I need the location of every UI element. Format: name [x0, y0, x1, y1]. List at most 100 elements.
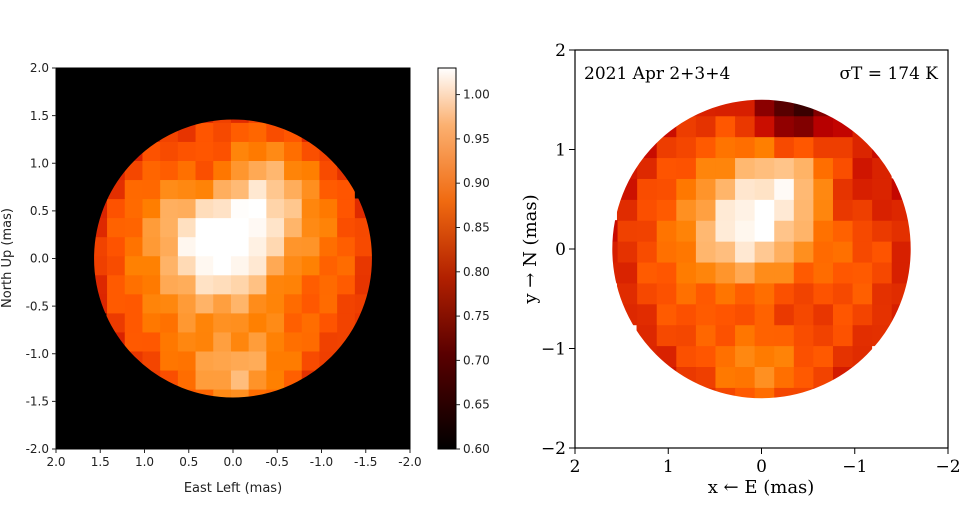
disk-tile	[734, 282, 755, 305]
disk-tile	[636, 303, 657, 326]
disk-tile	[141, 255, 161, 276]
disk-tile	[248, 293, 267, 314]
disk-tile	[656, 241, 677, 263]
disk-tile	[124, 274, 143, 295]
disk-tile	[194, 312, 214, 333]
disk-tile	[695, 345, 716, 368]
disk-tile	[675, 241, 696, 263]
disk-tile	[194, 160, 214, 181]
disk-tile	[283, 198, 302, 219]
disk-tile	[301, 198, 320, 219]
disk-tile	[318, 255, 338, 276]
disk-tile	[754, 115, 775, 138]
disk-tile	[177, 179, 196, 200]
x-tick-label: −2	[935, 457, 960, 477]
disk-tile	[832, 199, 853, 221]
y-tick-label: 0	[555, 240, 566, 260]
disk-tile	[734, 261, 755, 284]
colorbar-tick-label: 1.00	[463, 88, 490, 102]
y-tick-label: -1.5	[26, 395, 49, 409]
disk-tile	[124, 236, 143, 257]
disk-tile	[336, 293, 355, 314]
disk-tile	[248, 369, 267, 390]
disk-tile	[159, 217, 178, 238]
y-tick-label: 0.0	[30, 252, 49, 266]
disk-tile	[871, 199, 892, 221]
disk-tile	[248, 312, 267, 333]
disk-tile	[318, 160, 338, 181]
disk-tile	[318, 293, 338, 314]
y-tick-label: 2.0	[30, 61, 49, 75]
disk-tile	[734, 220, 755, 242]
disk-tile	[832, 241, 853, 263]
disk-tile	[212, 236, 231, 257]
colorbar-tick-label: 0.75	[463, 309, 490, 323]
disk-tile	[212, 331, 231, 352]
disk-tile	[265, 217, 285, 238]
disk-tile	[793, 324, 814, 347]
disk-tile	[194, 274, 214, 295]
disk-tile	[318, 179, 338, 200]
disk-tile	[159, 331, 178, 352]
disk-tile	[265, 160, 285, 181]
disk-tile	[248, 122, 267, 142]
disk-tile	[675, 220, 696, 242]
disk-tile	[230, 141, 249, 161]
disk-tile	[336, 236, 355, 257]
disk-tile	[194, 331, 214, 352]
disk-tile	[734, 345, 755, 368]
disk-tile	[656, 282, 677, 305]
disk-tile	[248, 198, 267, 219]
disk-tile	[695, 303, 716, 326]
disk-tile	[793, 241, 814, 263]
disk-tile	[177, 312, 196, 333]
disk-tile	[812, 157, 833, 179]
disk-tile	[754, 324, 775, 347]
disk-tile	[283, 141, 302, 161]
disk-tile	[714, 115, 736, 138]
disk-tile	[793, 115, 814, 138]
colorbar-tick-label: 0.80	[463, 265, 490, 279]
disk-tile	[734, 366, 755, 388]
disk-tile	[124, 293, 143, 314]
disk-tile	[194, 369, 214, 390]
x-tick-label: -0.5	[266, 455, 289, 469]
disk-tile	[871, 241, 892, 263]
disk-tile	[754, 157, 775, 179]
y-tick-label: 0.5	[30, 204, 49, 218]
disk-tile	[714, 261, 736, 284]
disk-tile	[851, 199, 873, 221]
disk-tile	[265, 141, 285, 161]
disk-tile	[159, 236, 178, 257]
disk-tile	[106, 293, 125, 314]
disk-tile	[695, 157, 716, 179]
colorbar-tick-label: 0.70	[463, 353, 490, 367]
disk-tile	[248, 274, 267, 295]
disk-tile	[336, 312, 355, 333]
disk-tile	[812, 261, 833, 284]
x-tick-label: -1.5	[354, 455, 377, 469]
disk-tile	[301, 160, 320, 181]
disk-tile	[301, 274, 320, 295]
disk-tile	[159, 274, 178, 295]
disk-tile	[141, 274, 161, 295]
disk-tile	[212, 217, 231, 238]
disk-tile	[212, 122, 231, 142]
disk-tile	[871, 282, 892, 305]
y-tick-label: −1	[541, 339, 566, 359]
disk-tile	[141, 236, 161, 257]
disk-tile	[714, 324, 736, 347]
disk-tile	[734, 199, 755, 221]
disk-tile	[773, 282, 794, 305]
disk-tile	[734, 324, 755, 347]
disk-tile	[265, 369, 285, 390]
disk-tile	[714, 241, 736, 263]
disk-tile	[159, 350, 178, 371]
disk-tile	[832, 261, 853, 284]
disk-tile	[636, 282, 657, 305]
disk-tile	[248, 217, 267, 238]
colorbar-tick-label: 0.60	[463, 442, 490, 456]
disk-tile	[754, 282, 775, 305]
disk-tile	[212, 312, 231, 333]
